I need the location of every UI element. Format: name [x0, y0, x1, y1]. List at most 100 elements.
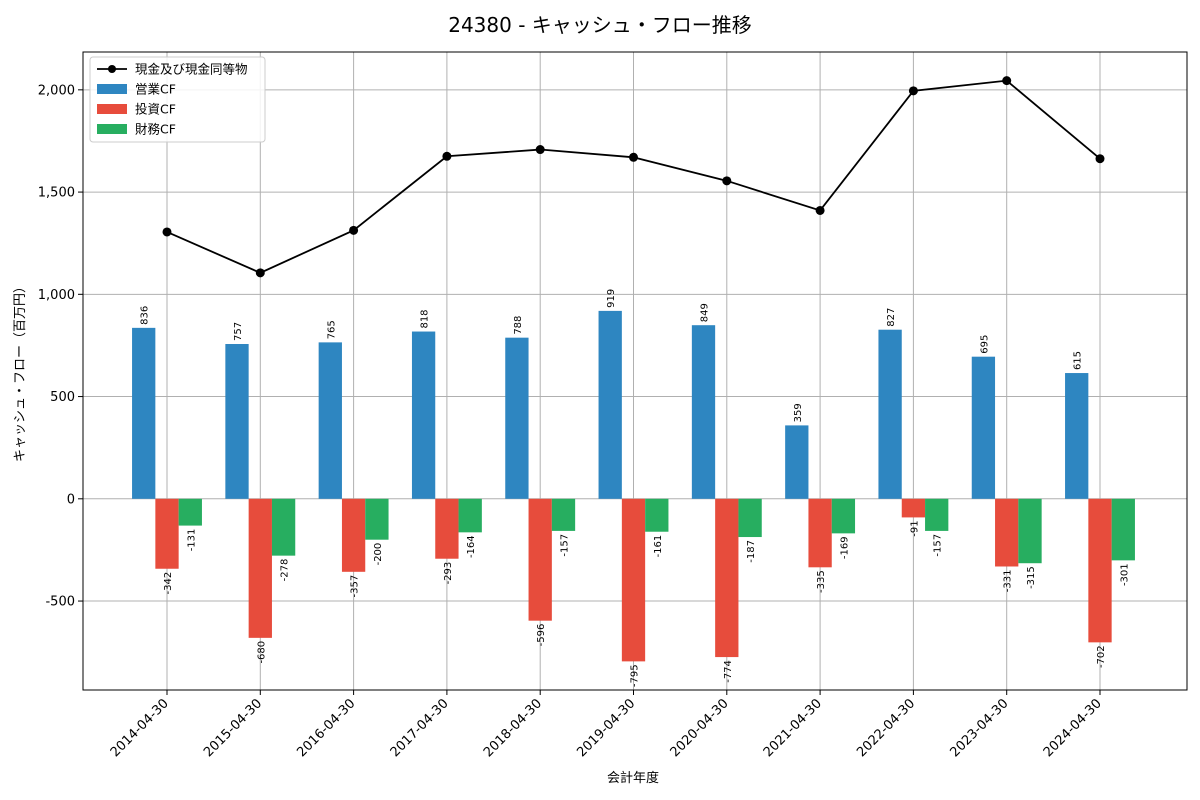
- bar-投資CF: [341, 498, 366, 572]
- bar-value-label: -335: [816, 570, 827, 593]
- bar-財務CF: [271, 498, 296, 556]
- bar-value-label: -187: [746, 540, 757, 563]
- bar-営業CF: [132, 327, 156, 499]
- cash-line-point: [162, 227, 172, 237]
- legend-bar-swatch: [97, 124, 127, 134]
- bar-value-label: -774: [723, 660, 734, 683]
- legend-bar-swatch: [97, 104, 127, 114]
- bar-営業CF: [971, 356, 996, 499]
- bar-財務CF: [1111, 498, 1135, 561]
- bar-value-label: 788: [513, 316, 524, 335]
- x-tick-label: 2021-04-30: [761, 696, 825, 760]
- bar-営業CF: [505, 337, 529, 499]
- cash-line-point: [1095, 154, 1105, 164]
- cash-line-point: [1002, 76, 1012, 86]
- bar-value-label: 765: [326, 320, 337, 339]
- bar-財務CF: [1018, 498, 1042, 564]
- bar-value-label: -91: [909, 520, 920, 536]
- legend-marker: [108, 65, 116, 73]
- bar-営業CF: [878, 329, 902, 499]
- y-axis-label: キャッシュ・フロー（百万円）: [13, 280, 28, 462]
- bar-投資CF: [155, 498, 179, 569]
- x-tick-label: 2016-04-30: [294, 696, 358, 760]
- bar-value-label: 827: [886, 308, 897, 327]
- bar-value-label: -164: [466, 535, 477, 558]
- x-tick-label: 2020-04-30: [668, 696, 732, 760]
- chart-title: 24380 - キャッシュ・フロー推移: [448, 13, 752, 37]
- bar-value-label: 849: [700, 303, 711, 322]
- cash-line-group: [162, 76, 1105, 278]
- bar-value-label: -278: [280, 559, 291, 582]
- bar-投資CF: [1088, 498, 1112, 643]
- cash-line-point: [908, 86, 918, 96]
- x-tick-label: 2023-04-30: [947, 696, 1011, 760]
- legend-label: 財務CF: [135, 122, 176, 137]
- legend-label: 現金及び現金同等物: [135, 62, 248, 77]
- bar-投資CF: [621, 498, 646, 662]
- y-tick-label: 1,000: [38, 288, 75, 303]
- bar-投資CF: [901, 498, 926, 518]
- bar-財務CF: [831, 498, 856, 534]
- bar-営業CF: [691, 325, 716, 499]
- x-tick-label: 2024-04-30: [1041, 696, 1105, 760]
- bar-営業CF: [598, 310, 622, 499]
- bar-投資CF: [995, 498, 1019, 567]
- x-tick-label: 2015-04-30: [201, 696, 265, 760]
- bar-財務CF: [645, 498, 669, 532]
- bar-投資CF: [808, 498, 832, 568]
- bar-value-label: -357: [350, 575, 361, 598]
- bar-value-label: 836: [140, 306, 151, 325]
- y-tick-label: -500: [45, 595, 75, 610]
- bar-value-label: -161: [653, 535, 664, 558]
- bar-value-label: -331: [1003, 569, 1014, 592]
- bar-財務CF: [178, 498, 202, 526]
- bar-財務CF: [925, 498, 949, 531]
- x-tick-label: 2022-04-30: [854, 696, 918, 760]
- cash-line-point: [815, 205, 825, 215]
- plot-frame: [82, 51, 1188, 691]
- legend-label: 投資CF: [135, 102, 176, 117]
- y-tick-label: 2,000: [38, 83, 75, 98]
- y-tick-label: 0: [67, 492, 75, 507]
- bar-value-label: 919: [606, 289, 617, 308]
- cash-line-point: [629, 152, 638, 162]
- bar-財務CF: [458, 498, 482, 533]
- cash-line-point: [349, 225, 359, 235]
- x-tick-label: 2018-04-30: [481, 696, 545, 760]
- bar-投資CF: [435, 498, 459, 559]
- cash-line-point: [535, 145, 545, 155]
- x-tick-label: 2017-04-30: [388, 696, 452, 760]
- bar-value-label: -131: [186, 529, 197, 552]
- bars-group: [132, 310, 1135, 662]
- bar-営業CF: [411, 331, 436, 499]
- bar-value-label: -301: [1119, 563, 1130, 586]
- bar-value-label: -157: [560, 534, 571, 557]
- bar-value-label: -157: [933, 534, 944, 557]
- bar-value-label: 615: [1073, 351, 1084, 370]
- bar-投資CF: [528, 498, 552, 621]
- bar-投資CF: [715, 498, 739, 658]
- y-tick-label: 500: [50, 390, 75, 405]
- bar-value-label: -795: [630, 664, 641, 687]
- x-axis-label: 会計年度: [607, 770, 659, 786]
- cash-line-point: [442, 151, 452, 161]
- legend-label: 営業CF: [135, 82, 176, 97]
- x-axis: 2014-04-30 2015-04-30 2016-04-30 2017-04-30…: [108, 690, 1105, 760]
- bar-value-label: 818: [420, 309, 431, 328]
- y-axis: -500 0 500 1,000 1,500 2,000: [38, 83, 83, 610]
- bar-財務CF: [365, 498, 389, 540]
- legend-box: [89, 56, 266, 143]
- bar-value-label: 757: [233, 322, 244, 341]
- bar-営業CF: [225, 344, 249, 499]
- bar-value-label: 359: [793, 403, 804, 422]
- bar-営業CF: [1065, 373, 1089, 499]
- bar-value-label: -200: [373, 543, 384, 566]
- bar-value-label: -169: [839, 536, 850, 559]
- cash-line-point: [255, 268, 265, 278]
- cash-line-point: [722, 176, 732, 186]
- bar-財務CF: [551, 498, 576, 531]
- bar-value-label: -702: [1096, 645, 1107, 668]
- bar-value-label: -596: [536, 624, 547, 647]
- bar-投資CF: [248, 498, 272, 638]
